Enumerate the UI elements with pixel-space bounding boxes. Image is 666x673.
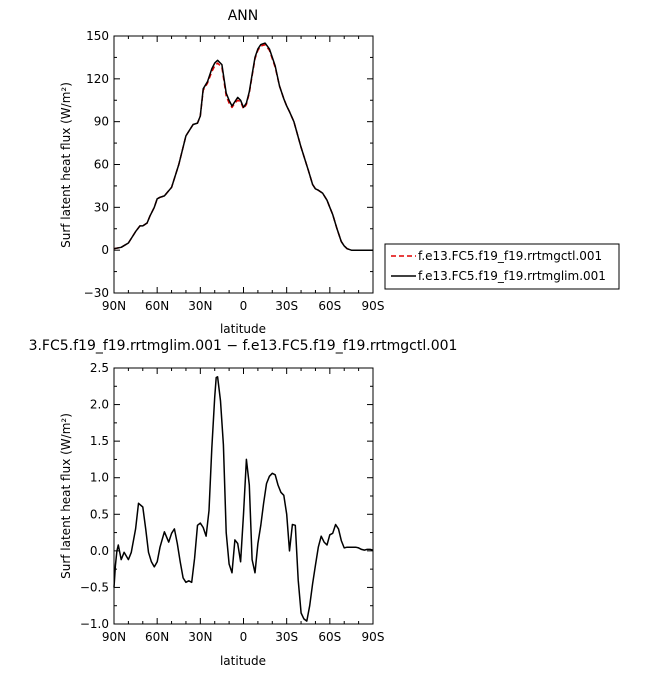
x-tick-label: 0: [240, 299, 248, 313]
panel-bottom-xlabel: latitude: [220, 654, 266, 668]
y-tick-label: 0.0: [90, 544, 109, 558]
y-tick-label: 2.5: [90, 361, 109, 375]
plot-frame: [113, 35, 374, 294]
y-tick-label: 90: [94, 115, 109, 129]
y-tick-label: 2.0: [90, 398, 109, 412]
y-tick-label: 1.5: [90, 434, 109, 448]
panel-bottom: 3.FC5.f19_f19.rrtmglim.001 − f.e13.FC5.f…: [29, 338, 458, 668]
y-tick-label: 1.0: [90, 471, 109, 485]
legend-label-ctl: f.e13.FC5.f19_f19.rrtmgctl.001: [418, 249, 602, 263]
panel-bottom-ylabel: Surf latent heat flux (W/m²): [59, 413, 73, 579]
series-line-top-1: [113, 42, 373, 251]
x-tick-label: 30N: [188, 630, 212, 644]
x-tick-label: 90N: [102, 299, 126, 313]
legend: f.e13.FC5.f19_f19.rrtmgctl.001 f.e13.FC5…: [384, 243, 620, 290]
y-tick-label: 30: [94, 200, 109, 214]
legend-box: [384, 243, 620, 290]
x-tick-label: 60S: [318, 299, 341, 313]
y-tick-label: −30: [84, 286, 109, 300]
panel-bottom-title: 3.FC5.f19_f19.rrtmglim.001 − f.e13.FC5.f…: [29, 338, 458, 354]
panel-top: ANN 90N 60N 30N 0 30S 60S 90S1501209060300−30 …: [59, 8, 384, 336]
y-tick-label: 120: [86, 72, 109, 86]
x-tick-label: 90S: [362, 299, 385, 313]
y-tick-label: 60: [94, 158, 109, 172]
y-tick-label: 150: [86, 29, 109, 43]
series-line-bottom-0: [113, 376, 374, 622]
y-tick-label: −1.0: [80, 617, 109, 631]
panel-top-ylabel: Surf latent heat flux (W/m²): [59, 82, 73, 248]
x-tick-label: 60N: [145, 299, 169, 313]
x-tick-label: 90N: [102, 630, 126, 644]
y-tick-label: 0.5: [90, 507, 109, 521]
y-tick-label: −0.5: [80, 580, 109, 594]
x-tick-label: 30S: [275, 299, 298, 313]
legend-label-lim: f.e13.FC5.f19_f19.rrtmglim.001: [418, 269, 606, 283]
panel-top-title: ANN: [228, 8, 259, 24]
x-tick-label: 30S: [275, 630, 298, 644]
panel-bottom-plot: 90N 60N 30N 0 30S 60S 90S 2.5 2.0 1.5 1.0 0.5 0.0 −0.…: [80, 361, 385, 644]
panel-top-plot: 90N 60N 30N 0 30S 60S 90S 150 120 90 60 30 0 −30: [84, 29, 385, 313]
x-tick-label: 60N: [145, 630, 169, 644]
y-tick-label: 0: [101, 243, 109, 257]
x-tick-label: 90S: [362, 630, 385, 644]
plot-frame: [113, 367, 374, 625]
x-tick-label: 60S: [318, 630, 341, 644]
panel-top-xlabel: latitude: [220, 322, 266, 336]
x-tick-label: 30N: [188, 299, 212, 313]
x-tick-label: 0: [240, 630, 248, 644]
